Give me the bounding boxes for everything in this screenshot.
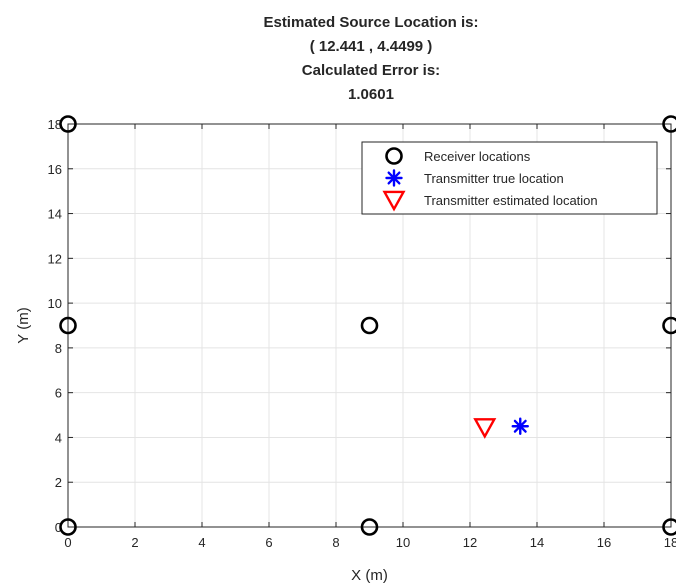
- x-tick-label: 18: [664, 535, 676, 550]
- x-tick-label: 4: [198, 535, 205, 550]
- y-tick-label: 6: [55, 386, 62, 401]
- y-tick-label: 8: [55, 341, 62, 356]
- title-line: 1.0601: [348, 86, 394, 103]
- transmitter-estimated-marker: [473, 418, 497, 439]
- y-tick-label: 12: [48, 251, 62, 266]
- receiver-marker: [59, 115, 77, 133]
- y-tick-label: 18: [48, 117, 62, 132]
- receiver-marker: [662, 518, 676, 536]
- x-tick-label: 16: [597, 535, 611, 550]
- title-line: Estimated Source Location is:: [263, 14, 478, 31]
- transmitter-true-marker: [511, 417, 529, 435]
- x-tick-label: 6: [265, 535, 272, 550]
- receiver-marker: [662, 316, 676, 335]
- y-tick-label: 2: [55, 475, 62, 490]
- receiver-marker: [662, 115, 676, 133]
- x-tick-label: 12: [463, 535, 477, 550]
- x-axis-label: X (m): [351, 567, 388, 584]
- axes: [67, 123, 672, 528]
- legend-estimated-location-label: Transmitter estimated location: [424, 193, 598, 208]
- legend-true-location-label: Transmitter true location: [424, 171, 564, 186]
- x-axis-ticks: 0 2 4 6 8 10 12 14 16 18: [64, 124, 676, 550]
- x-tick-label: 0: [64, 535, 71, 550]
- receiver-marker: [59, 316, 77, 335]
- legend-receiver-marker: [385, 147, 403, 165]
- x-tick-label: 2: [131, 535, 138, 550]
- y-axis-ticks: 0 2 4 6 8 10 12 14 16 18: [48, 117, 671, 535]
- x-tick-label: 8: [332, 535, 339, 550]
- y-axis-label: Y (m): [15, 307, 32, 343]
- title-line: Calculated Error is:: [302, 62, 440, 79]
- legend-box: [361, 141, 658, 215]
- receiver-marker: [59, 518, 77, 536]
- y-tick-label: 0: [55, 520, 62, 535]
- x-tick-label: 14: [530, 535, 544, 550]
- legend: Receiver locations Transmitter true locat…: [361, 141, 658, 215]
- y-tick-label: 16: [48, 162, 62, 177]
- y-tick-label: 14: [48, 207, 62, 222]
- legend-estimated-location-marker: [382, 190, 406, 212]
- y-tick-label: 10: [48, 296, 62, 311]
- legend-receiver-label: Receiver locations: [424, 149, 531, 164]
- receiver-marker: [360, 316, 379, 335]
- axes-box: [67, 123, 672, 528]
- chart-title: Estimated Source Location is: ( 12.441 , …: [263, 14, 478, 103]
- title-line: ( 12.441 , 4.4499 ): [310, 38, 433, 55]
- y-tick-label: 4: [55, 430, 62, 445]
- data-markers: [59, 115, 676, 536]
- legend-true-location-marker: [385, 169, 403, 187]
- receiver-marker: [360, 518, 379, 536]
- x-tick-label: 10: [396, 535, 410, 550]
